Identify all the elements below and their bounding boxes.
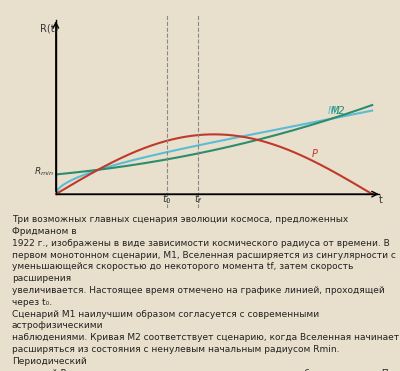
Text: M2: M2	[331, 106, 346, 116]
Text: $R_{min}$: $R_{min}$	[34, 165, 54, 178]
Text: t: t	[378, 195, 382, 205]
Text: $t_0$: $t_0$	[162, 193, 172, 206]
Text: M1: M1	[328, 106, 342, 116]
Text: Три возможных главных сценария эволюции космоса, предложенных Фридманом в
1922 г: Три возможных главных сценария эволюции …	[12, 215, 399, 371]
Text: R(t): R(t)	[40, 24, 58, 34]
Text: P: P	[312, 149, 318, 159]
Text: $t_f$: $t_f$	[194, 193, 203, 206]
